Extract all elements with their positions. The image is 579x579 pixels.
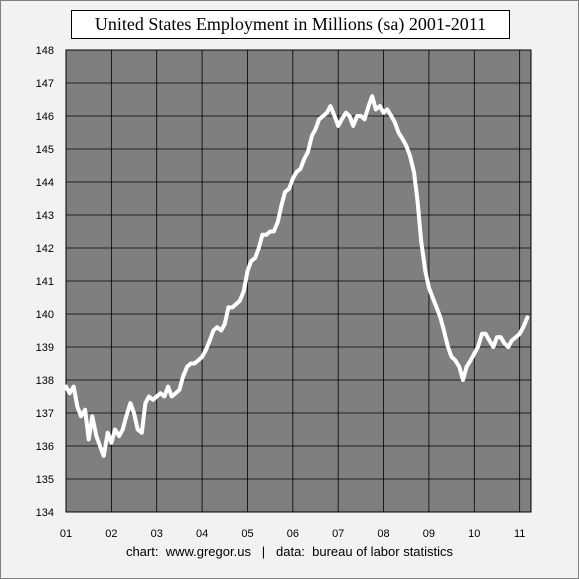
y-tick-label: 142 bbox=[36, 243, 54, 255]
x-axis: 01 02 03 04 05 06 07 08 09 10 11 bbox=[60, 528, 525, 540]
x-tick-label: 06 bbox=[287, 528, 299, 540]
y-tick-label: 137 bbox=[36, 408, 54, 420]
y-axis: 134 135 136 137 138 139 140 141 142 143 144 145 146 1… bbox=[36, 45, 54, 519]
x-tick-label: 04 bbox=[196, 528, 208, 540]
y-tick-label: 135 bbox=[36, 474, 54, 486]
y-tick-label: 143 bbox=[36, 210, 54, 222]
x-tick-label: 11 bbox=[514, 528, 525, 540]
y-tick-label: 134 bbox=[36, 507, 54, 519]
chart-footer: chart: www.gregor.us | data: bureau of l… bbox=[125, 544, 454, 559]
chart-title: United States Employment in Millions (sa… bbox=[71, 10, 510, 39]
y-tick-label: 138 bbox=[36, 375, 54, 387]
y-tick-label: 145 bbox=[36, 144, 54, 156]
y-tick-label: 136 bbox=[36, 441, 54, 453]
y-tick-label: 144 bbox=[36, 177, 54, 189]
y-tick-label: 146 bbox=[36, 111, 54, 123]
x-tick-label: 10 bbox=[468, 528, 480, 540]
y-tick-label: 147 bbox=[36, 78, 54, 90]
grid-lines bbox=[65, 49, 531, 513]
y-tick-label: 148 bbox=[36, 45, 54, 57]
y-tick-label: 140 bbox=[36, 309, 54, 321]
x-tick-label: 03 bbox=[151, 528, 163, 540]
y-tick-label: 141 bbox=[36, 276, 54, 288]
x-tick-label: 08 bbox=[377, 528, 389, 540]
x-tick-label: 02 bbox=[105, 528, 117, 540]
employment-line bbox=[64, 94, 530, 458]
y-tick-label: 139 bbox=[36, 342, 54, 354]
x-tick-label: 07 bbox=[332, 528, 344, 540]
x-tick-label: 09 bbox=[423, 528, 435, 540]
x-tick-label: 01 bbox=[60, 528, 72, 540]
x-tick-label: 05 bbox=[241, 528, 253, 540]
